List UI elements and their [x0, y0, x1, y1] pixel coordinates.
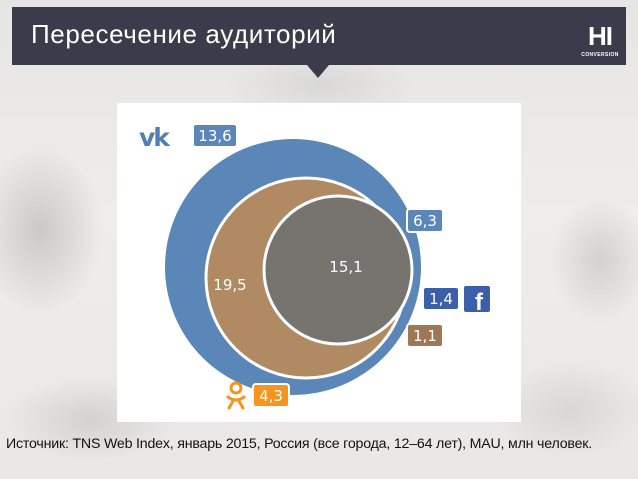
- vk-only-value: 13,6: [198, 127, 231, 145]
- ok-only-badge: [252, 383, 290, 408]
- page-title: Пересечение аудиторий: [31, 19, 337, 49]
- brand-logo-mark: HI: [588, 21, 613, 51]
- title-bar-pointer: [307, 65, 329, 78]
- vk-logo-icon: vk: [139, 123, 171, 152]
- ok-fb-badge: [406, 323, 444, 348]
- audience-diagram: vk 13,6 6,3 19,5 15,1 1,4 f 1,1 4,3: [117, 103, 521, 422]
- ok-only-value: 4,3: [259, 387, 283, 405]
- vk-only-badge: [192, 123, 238, 148]
- venn-diagram: vk 13,6 6,3 19,5 15,1 1,4 f 1,1 4,3: [139, 123, 490, 410]
- ok-fb-value: 1,1: [413, 327, 437, 345]
- brand-logo: HI CONVERSION: [576, 21, 624, 65]
- vk-ok-value: 19,5: [213, 276, 246, 294]
- source-note: Источник: TNS Web Index, январь 2015, Ро…: [6, 436, 593, 452]
- title-bar: Пересечение аудиторий HI CONVERSION: [12, 7, 626, 65]
- fb-only-value: 1,4: [429, 290, 453, 308]
- facebook-logo-icon: [464, 286, 490, 312]
- vk-fb-badge: [406, 208, 444, 233]
- vk-ok-fb-value: 15,1: [329, 258, 362, 276]
- facebook-logo-glyph: f: [475, 289, 484, 316]
- fb-only-badge: [422, 286, 460, 311]
- odnoklassniki-logo-icon: [226, 381, 246, 410]
- fb-audience-circle: [262, 194, 414, 346]
- brand-logo-subtitle: CONVERSION: [581, 52, 619, 58]
- vk-fb-value: 6,3: [413, 212, 437, 230]
